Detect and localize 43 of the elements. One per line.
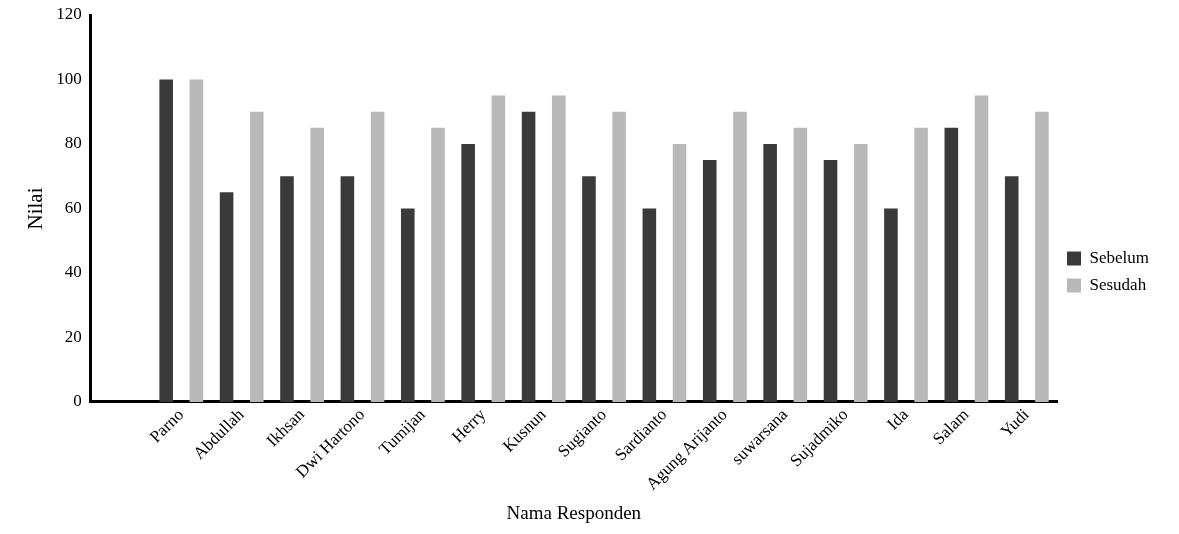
- x-tick-label: Ida: [883, 404, 913, 434]
- bar: [702, 160, 717, 402]
- bar: [582, 176, 596, 402]
- y-tick-label: 80: [64, 133, 82, 153]
- y-tick-label: 60: [64, 197, 82, 217]
- bar: [1004, 176, 1019, 402]
- x-axis-title: Nama Responden: [506, 501, 642, 523]
- bar: [400, 208, 415, 402]
- bar: [914, 127, 928, 402]
- bar: [219, 192, 234, 402]
- bar: [431, 127, 445, 402]
- bar: [491, 95, 506, 402]
- bar: [551, 95, 566, 402]
- y-tick-label: 120: [56, 4, 82, 24]
- legend-label: Sebelum: [1089, 247, 1150, 267]
- bar: [461, 144, 475, 402]
- legend-label: Sesudah: [1089, 274, 1147, 294]
- bar: [1035, 111, 1049, 402]
- bar: [370, 111, 385, 402]
- bar: [853, 144, 868, 402]
- bar: [944, 127, 959, 402]
- bar: [189, 79, 204, 402]
- y-tick-label: 20: [64, 326, 82, 346]
- bar: [793, 127, 808, 402]
- bar: [823, 160, 838, 402]
- bar: [642, 208, 657, 402]
- bar: [280, 176, 294, 402]
- y-axis-title: Nilai: [23, 187, 48, 230]
- bar: [733, 111, 747, 402]
- y-tick-label: 40: [64, 262, 82, 282]
- y-tick-label: 100: [56, 68, 82, 88]
- bar: [249, 111, 264, 402]
- bar: [521, 111, 536, 402]
- y-tick-label: 0: [73, 391, 82, 411]
- bar: [974, 95, 989, 402]
- x-tick-label: Yudi: [996, 404, 1033, 441]
- bar: [340, 176, 355, 402]
- bar: [763, 144, 777, 402]
- bar: [884, 208, 898, 402]
- bar: [612, 111, 626, 402]
- bar: [672, 144, 687, 402]
- bar: [310, 127, 324, 402]
- bar: [159, 79, 173, 402]
